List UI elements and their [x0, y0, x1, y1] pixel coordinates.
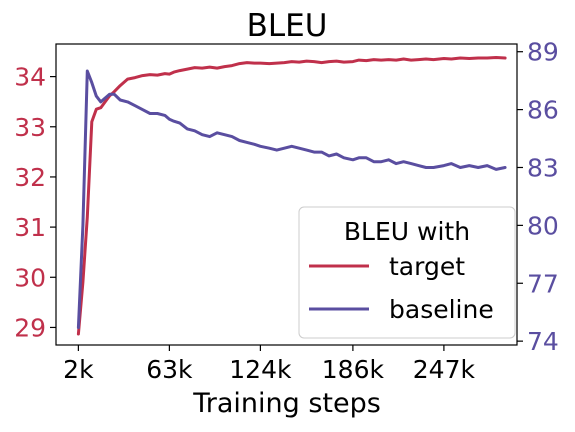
x-axis-label: Training steps	[192, 388, 381, 419]
y-left-tick-label: 31	[14, 213, 46, 242]
legend-title: BLEU with	[344, 217, 470, 246]
series-line-baseline	[76, 69, 507, 330]
y-right-tick-label: 89	[527, 38, 559, 67]
plot-area	[76, 56, 507, 336]
y-left-tick-label: 32	[14, 163, 46, 192]
y-left-tick-label: 29	[14, 313, 46, 342]
x-tick-label: 63k	[146, 355, 193, 384]
x-tick-label: 247k	[413, 355, 476, 384]
y-right-tick-label: 77	[527, 269, 559, 298]
legend-label-baseline: baseline	[389, 295, 494, 324]
y-left-tick-label: 34	[14, 63, 46, 92]
legend-label-target: target	[389, 252, 465, 281]
y-right-tick-label: 86	[527, 96, 559, 125]
y-left-tick-label: 33	[14, 113, 46, 142]
y-left-tick-label: 30	[14, 263, 46, 292]
axes: 2k 63k 124k 186k 247k 29 30 31 32 33 34 74 77 80 83 86 8…	[14, 38, 559, 384]
series-line-target	[76, 56, 507, 336]
x-tick-label: 186k	[322, 355, 385, 384]
legend-box	[298, 206, 516, 339]
y-right-tick-label: 83	[527, 153, 559, 182]
plot-frame	[55, 43, 518, 346]
chart-title: BLEU	[247, 8, 328, 44]
y-right-tick-label: 74	[527, 327, 559, 356]
x-tick-label: 2k	[63, 355, 94, 384]
legend: BLEU with target baseline	[298, 206, 516, 339]
x-tick-label: 124k	[229, 355, 292, 384]
y-right-tick-label: 80	[527, 211, 559, 240]
